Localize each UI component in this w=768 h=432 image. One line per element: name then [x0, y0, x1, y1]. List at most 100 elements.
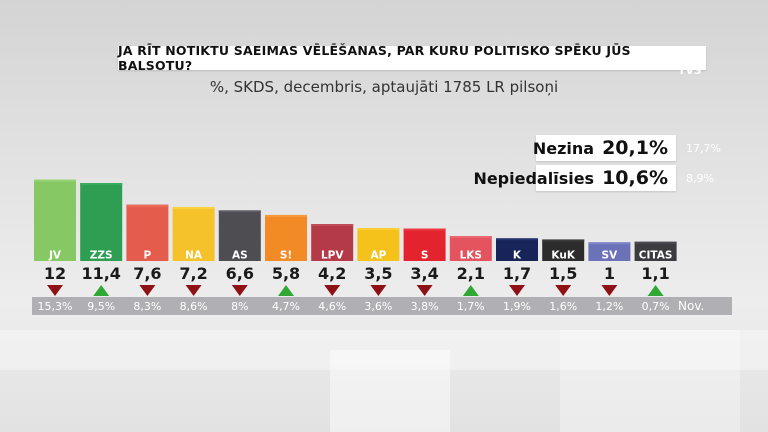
- bar-top-na: [172, 206, 215, 209]
- previous-value-label: 9,5%: [87, 300, 115, 313]
- value-label: 1: [604, 264, 615, 283]
- party-label: S!: [280, 250, 292, 262]
- party-label: NA: [185, 250, 203, 262]
- party-label-bg: [403, 248, 446, 261]
- value-label: 7,6: [133, 264, 161, 283]
- party-label: S: [421, 250, 429, 262]
- nepiedalisies-box: Nepiedalīsies 10,6%: [473, 165, 676, 191]
- trend-down-icon: [416, 285, 433, 296]
- nezina-previous: 17,7%: [686, 142, 721, 155]
- bar-s!: [265, 214, 307, 248]
- nezina-value: 20,1%: [602, 137, 668, 159]
- trend-up-icon: [462, 285, 479, 296]
- chart-title: JA RĪT NOTIKTU SAEIMAS VĒLĒŠANAS, PAR KU…: [118, 43, 706, 73]
- party-label-bg: [449, 248, 492, 261]
- previous-value-label: 3,8%: [411, 300, 439, 313]
- party-label-bg: [357, 248, 400, 261]
- value-label: 12: [44, 264, 66, 283]
- value-label: 6,6: [226, 264, 254, 283]
- party-label-bg: [496, 248, 538, 261]
- value-label: 1,5: [549, 264, 577, 283]
- party-label: SV: [602, 250, 619, 262]
- trend-up-icon: [647, 285, 664, 296]
- value-label: 7,2: [179, 264, 207, 283]
- party-label: CITAS: [639, 250, 673, 262]
- trend-down-icon: [231, 285, 248, 296]
- party-label-bg: [126, 248, 169, 261]
- bar-top-k: [496, 238, 538, 241]
- previous-value-label: 3,6%: [364, 300, 392, 313]
- party-label-bg: [218, 248, 261, 261]
- bar-top-ap: [357, 228, 400, 231]
- bar-k: [496, 238, 538, 248]
- bar-lks: [449, 236, 492, 248]
- trend-down-icon: [139, 285, 156, 296]
- previous-value-label: 8,3%: [133, 300, 161, 313]
- party-label-bg: [34, 248, 76, 261]
- previous-value-label: 1,7%: [457, 300, 485, 313]
- bar-top-s: [403, 228, 446, 231]
- bar-kuk: [542, 239, 585, 248]
- nezina-label: Nezina: [532, 138, 595, 158]
- bar-top-citas: [634, 241, 677, 244]
- bar-na: [172, 206, 215, 248]
- bar-top-zzs: [80, 183, 123, 186]
- party-label-bg: [311, 248, 354, 261]
- nepiedalisies-previous: 8,9%: [686, 172, 714, 185]
- previous-values-strip: [32, 297, 732, 315]
- previous-value-label: 0,7%: [642, 300, 670, 313]
- tv3-logo: TV3: [678, 64, 702, 77]
- background-shape: [0, 330, 768, 370]
- trend-down-icon: [555, 285, 572, 296]
- party-label-bg: [172, 248, 215, 261]
- bar-top-lpv: [311, 224, 354, 227]
- previous-value-label: 4,6%: [318, 300, 346, 313]
- trend-down-icon: [509, 285, 525, 296]
- bar-top-p: [126, 204, 169, 207]
- party-label-bg: [80, 248, 123, 261]
- bar-citas: [634, 241, 677, 248]
- party-label: ZZS: [90, 250, 113, 262]
- bar-top-as: [218, 210, 261, 213]
- bar-top-s!: [265, 214, 307, 217]
- value-label: 4,2: [318, 264, 346, 283]
- trend-down-icon: [47, 285, 63, 296]
- nepiedalisies-value: 10,6%: [602, 167, 668, 189]
- background-shape: [330, 350, 450, 432]
- previous-value-label: 15,3%: [38, 300, 73, 313]
- party-label: JV: [48, 250, 62, 262]
- value-label: 5,8: [272, 264, 300, 283]
- value-label: 1,7: [503, 264, 531, 283]
- previous-value-label: 8,6%: [180, 300, 208, 313]
- value-label: 3,4: [410, 264, 438, 283]
- background-shape: [560, 330, 740, 432]
- party-label: AS: [232, 250, 248, 262]
- party-label: KuK: [551, 250, 575, 262]
- trend-down-icon: [324, 285, 341, 296]
- previous-value-label: 1,6%: [549, 300, 577, 313]
- bar-sv: [588, 242, 631, 248]
- bar-zzs: [80, 183, 123, 248]
- value-label: 3,5: [364, 264, 392, 283]
- trend-down-icon: [601, 285, 618, 296]
- party-label: LKS: [460, 250, 482, 262]
- party-label-bg: [634, 248, 677, 261]
- value-label: 1,1: [641, 264, 669, 283]
- previous-period-label: Nov.: [678, 299, 705, 313]
- nezina-box: Nezina 20,1%: [532, 135, 676, 161]
- previous-value-label: 1,9%: [503, 300, 531, 313]
- party-label-bg: [588, 248, 631, 261]
- party-label: AP: [370, 250, 386, 262]
- bar-lpv: [311, 224, 354, 248]
- bar-s: [403, 228, 446, 248]
- nepiedalisies-label: Nepiedalīsies: [473, 168, 595, 188]
- bar-top-lks: [449, 236, 492, 239]
- bar-p: [126, 204, 169, 248]
- previous-value-label: 1,2%: [595, 300, 623, 313]
- bar-top-jv: [34, 179, 76, 182]
- bar-ap: [357, 228, 400, 248]
- bar-as: [218, 210, 261, 248]
- party-label: LPV: [321, 250, 344, 262]
- trend-up-icon: [278, 285, 294, 296]
- value-label: 11,4: [81, 264, 120, 283]
